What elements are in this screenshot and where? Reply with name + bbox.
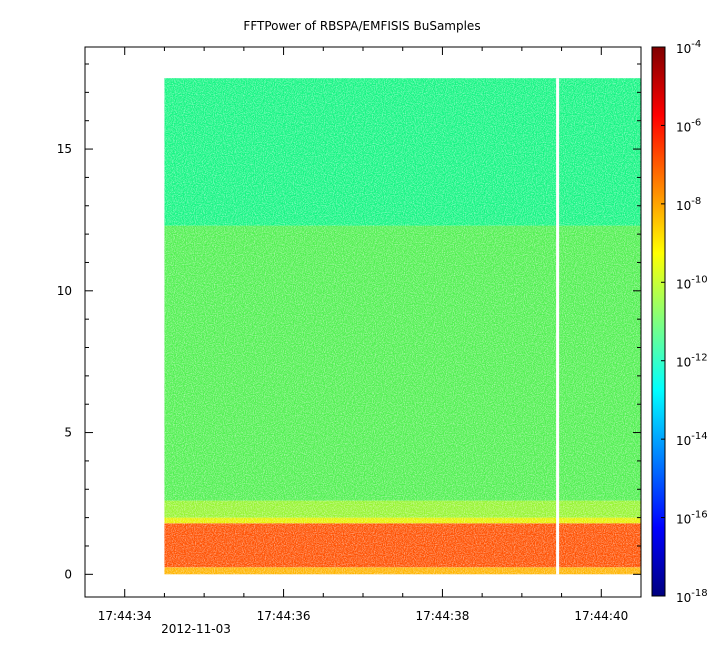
y-tick-label: 0: [64, 567, 72, 581]
colorbar: 10-4 10-6 10-8 10-10 10-12 10-14 10-16 10-18: [651, 39, 708, 605]
colorbar-tick-label: 10-16: [676, 510, 708, 527]
y-tick-label: 5: [64, 426, 72, 440]
x-tick-label: 17:44:34: [98, 609, 152, 623]
x-tick-label: 17:44:38: [415, 609, 469, 623]
colorbar-tick-label: 10-8: [676, 196, 701, 213]
colorbar-tick-label: 10-4: [676, 39, 701, 56]
data-gaps: [556, 78, 560, 575]
y-axis: 0 5 10 15: [57, 63, 641, 581]
colorbar-ticks: 10-4 10-6 10-8 10-10 10-12 10-14 10-16 10-18: [661, 39, 708, 605]
plot-area: [164, 78, 641, 575]
data-gap: [556, 78, 560, 575]
spectrogram-texture: [164, 78, 641, 575]
colorbar-tick-label: 10-6: [676, 117, 701, 134]
y-tick-label: 10: [57, 284, 72, 298]
colorbar-tick-label: 10-18: [676, 588, 708, 605]
colorbar-gradient: [651, 46, 666, 597]
x-tick-label: 17:44:36: [257, 609, 311, 623]
y-tick-label: 15: [57, 142, 72, 156]
x-axis: 17:44:34 17:44:36 17:44:38 17:44:40: [84, 47, 642, 623]
x-axis-date-label: 2012-11-03: [161, 622, 231, 636]
colorbar-tick-label: 10-12: [676, 353, 708, 370]
x-tick-label: 17:44:40: [574, 609, 628, 623]
colorbar-tick-label: 10-10: [676, 274, 708, 291]
colorbar-tick-label: 10-14: [676, 431, 708, 448]
chart-title: FFTPower of RBSPA/EMFISIS BuSamples: [243, 19, 480, 33]
